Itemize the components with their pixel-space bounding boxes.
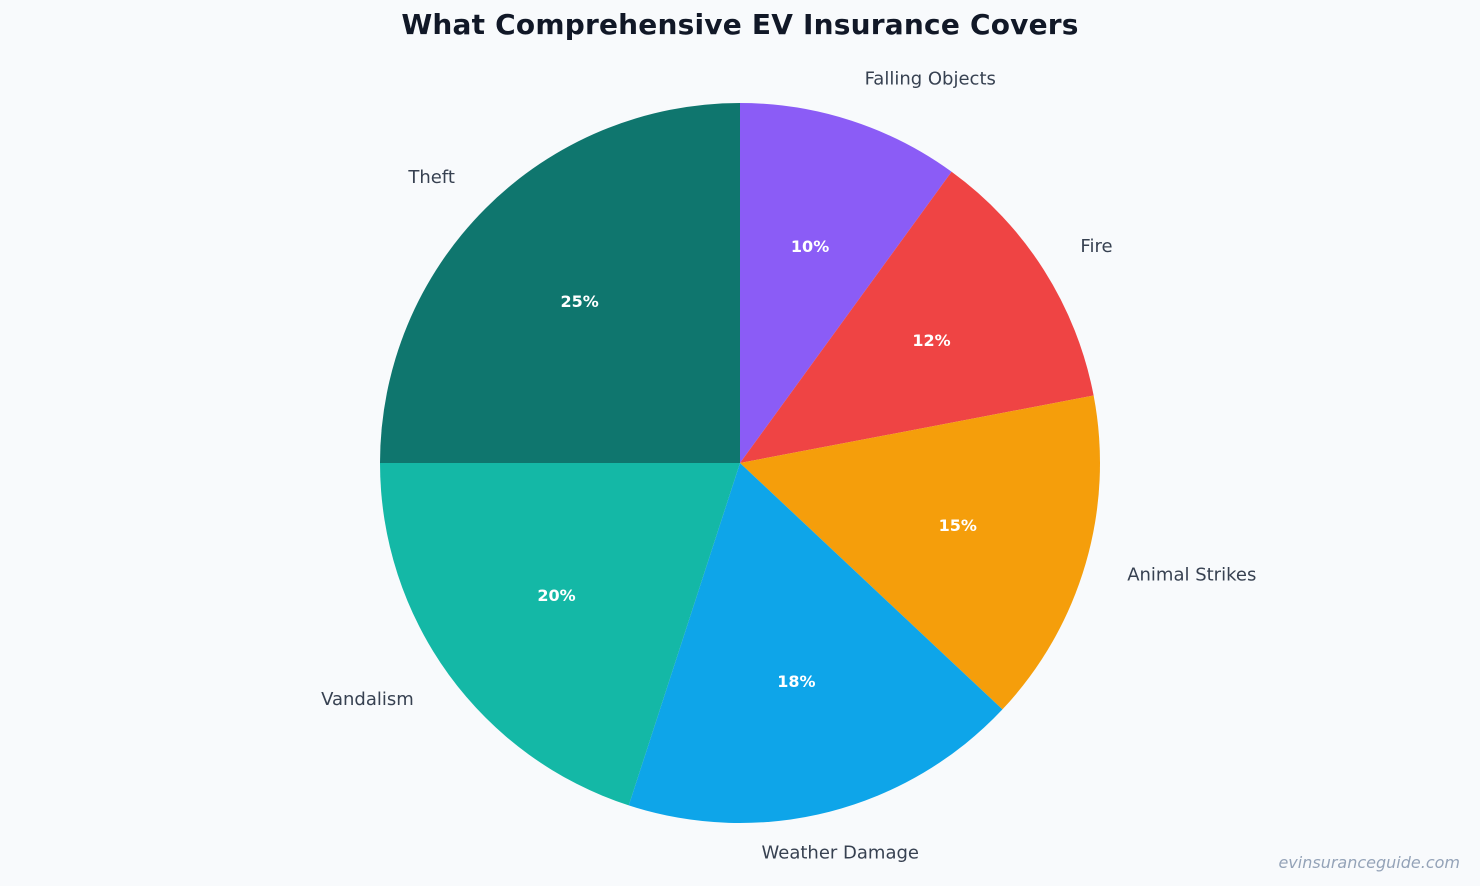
- slice-label-theft: Theft: [407, 167, 455, 188]
- slice-label-falling-objects: Falling Objects: [865, 69, 996, 90]
- slice-label-animal-strikes: Animal Strikes: [1127, 564, 1256, 585]
- pie-slice-fire: [740, 171, 1094, 463]
- pie-labels: 10% Falling Objects 12% Fire 15% Animal Strik…: [321, 69, 1256, 864]
- watermark: evinsuranceguide.com: [1278, 853, 1460, 872]
- pie-slice-animal-strikes: [740, 395, 1100, 710]
- pct-label-vandalism: 20%: [537, 586, 575, 605]
- chart-title: What Comprehensive EV Insurance Covers: [401, 8, 1079, 41]
- pie-slice-falling-objects: [740, 103, 952, 463]
- pie-slice-vandalism: [380, 463, 740, 806]
- pct-label-falling-objects: 10%: [791, 237, 829, 256]
- pct-label-animal-strikes: 15%: [939, 516, 977, 535]
- pct-label-fire: 12%: [912, 331, 950, 350]
- slice-label-vandalism: Vandalism: [321, 689, 414, 710]
- pie-slice-weather-damage: [628, 463, 1003, 823]
- pct-label-theft: 25%: [560, 292, 598, 311]
- pct-label-weather-damage: 18%: [777, 672, 815, 691]
- pie-slice-theft: [380, 103, 740, 463]
- slice-label-weather-damage: Weather Damage: [762, 843, 919, 864]
- pie-slices: [380, 103, 1100, 823]
- slice-label-fire: Fire: [1080, 236, 1112, 257]
